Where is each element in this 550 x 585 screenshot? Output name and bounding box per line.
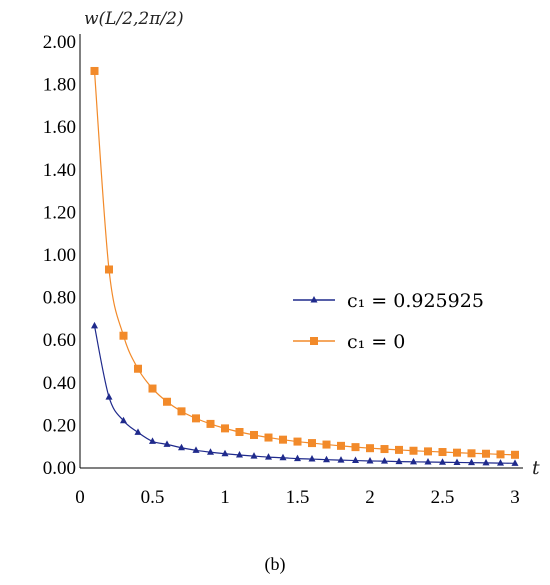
y-tick-label: 0.00	[43, 458, 76, 479]
y-tick-label: 0.20	[43, 415, 76, 436]
y-tick-label: 1.00	[43, 245, 76, 266]
x-tick-label: 1.5	[286, 487, 310, 508]
data-point-triangle	[511, 459, 519, 466]
data-point-triangle	[439, 458, 446, 465]
data-point-triangle	[294, 454, 301, 462]
data-point-triangle	[352, 456, 359, 464]
x-tick-labels: 0 0.5 1 1.5 2 2.5 3	[75, 487, 520, 508]
legend-label: c₁ = 0.925925	[347, 290, 484, 312]
data-point-square	[206, 419, 215, 428]
data-point-triangle	[207, 448, 214, 455]
series-line	[93, 70, 516, 456]
y-tick-label: 0.40	[43, 373, 76, 394]
legend-marker-triangle	[310, 296, 318, 303]
data-point-triangle	[250, 452, 258, 459]
data-point-triangle	[482, 458, 490, 466]
data-point-square	[90, 66, 99, 75]
data-point-square	[163, 397, 171, 406]
data-point-triangle	[149, 437, 156, 444]
data-point-triangle	[163, 440, 171, 447]
y-tick-label: 1.80	[43, 75, 76, 96]
data-point-square	[105, 265, 113, 274]
data-point-square	[438, 448, 447, 457]
data-point-square	[366, 444, 374, 453]
series-2	[90, 66, 519, 459]
data-point-square	[409, 446, 418, 455]
data-point-square	[496, 450, 505, 459]
data-point-triangle	[381, 457, 388, 464]
data-point-square	[424, 447, 432, 456]
data-point-square	[337, 441, 345, 450]
y-tick-label: 1.20	[43, 202, 76, 223]
data-point-square	[177, 407, 186, 416]
data-point-triangle	[323, 455, 330, 463]
data-point-triangle	[236, 451, 243, 458]
data-point-square	[250, 430, 258, 439]
data-point-triangle	[497, 459, 504, 466]
y-tick-label: 0.80	[43, 288, 76, 309]
data-point-square	[134, 364, 142, 373]
figure-caption: (b)	[265, 554, 286, 575]
legend-item-1: c₁ = 0.925925	[293, 290, 484, 312]
data-point-square	[482, 449, 490, 458]
data-point-square	[119, 331, 128, 340]
data-point-triangle	[91, 321, 98, 329]
data-point-square	[351, 443, 360, 452]
y-tick-label: 1.60	[43, 117, 76, 138]
data-point-triangle	[265, 453, 272, 460]
x-tick-label: 2	[365, 487, 375, 508]
y-tick-label: 0.60	[43, 330, 76, 351]
data-point-triangle	[366, 456, 374, 464]
data-point-square	[148, 384, 157, 393]
y-tick-label: 2.00	[43, 32, 76, 53]
data-point-triangle	[221, 449, 229, 457]
data-point-triangle	[279, 453, 287, 461]
data-point-triangle	[395, 457, 403, 465]
data-point-square	[322, 440, 331, 449]
x-tick-label: 0.5	[141, 487, 165, 508]
data-point-square	[293, 437, 302, 446]
series-1	[91, 321, 519, 466]
data-point-triangle	[337, 456, 345, 463]
x-tick-label: 3	[510, 487, 520, 508]
series-group	[90, 66, 519, 466]
data-point-square	[395, 445, 403, 454]
data-point-square	[511, 450, 519, 459]
data-point-square	[264, 433, 273, 442]
data-point-square	[467, 449, 476, 458]
data-point-square	[453, 448, 461, 457]
x-tick-label: 1	[220, 487, 230, 508]
data-point-triangle	[468, 458, 475, 466]
data-point-triangle	[424, 458, 432, 465]
data-point-square	[308, 439, 316, 448]
y-axis-label: w(L/2,2π/2)	[84, 9, 184, 29]
legend-marker-square	[310, 337, 318, 345]
data-point-triangle	[105, 393, 113, 400]
x-tick-label: 0	[75, 487, 85, 508]
y-tick-labels: 0.00 0.20 0.40 0.60 0.80 1.00 1.20 1.40 1.60 1.80…	[43, 32, 76, 479]
data-point-triangle	[410, 457, 417, 465]
legend-label: c₁ = 0	[347, 331, 405, 353]
axes	[79, 34, 523, 469]
legend: c₁ = 0.925925 c₁ = 0	[293, 290, 484, 353]
data-point-triangle	[453, 458, 461, 465]
x-tick-label: 2.5	[431, 487, 455, 508]
data-point-square	[192, 414, 200, 423]
y-tick-label: 1.40	[43, 160, 76, 181]
legend-item-2: c₁ = 0	[293, 331, 405, 353]
data-point-triangle	[134, 428, 142, 435]
data-point-triangle	[120, 416, 127, 424]
data-point-square	[221, 424, 229, 433]
data-point-triangle	[192, 446, 200, 453]
data-point-triangle	[308, 455, 316, 462]
data-point-square	[279, 435, 287, 444]
data-point-square	[380, 445, 389, 454]
data-point-square	[235, 428, 244, 437]
data-point-triangle	[178, 443, 185, 451]
x-axis-label: t	[532, 457, 540, 479]
